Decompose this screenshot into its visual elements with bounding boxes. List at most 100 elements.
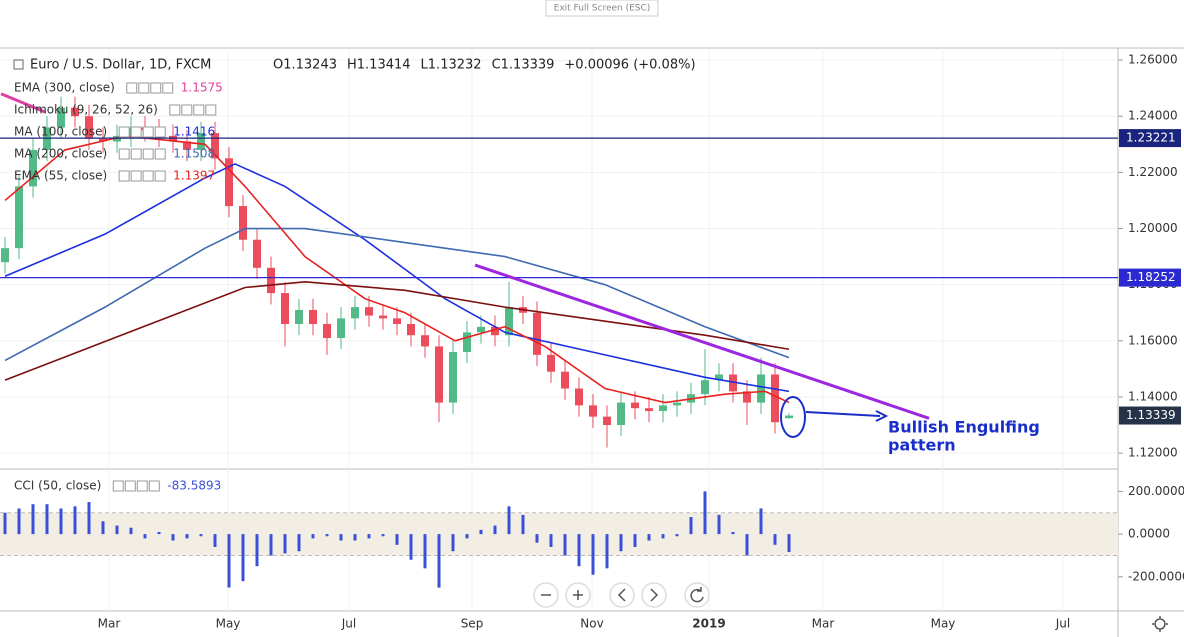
settings-icon-teeth bbox=[1152, 616, 1168, 632]
candle-body bbox=[547, 354, 555, 372]
cci-bar bbox=[213, 534, 217, 547]
candle-body bbox=[407, 323, 415, 336]
last-price-label: 1.13339 bbox=[1126, 408, 1176, 422]
candle-body bbox=[505, 307, 513, 336]
cci-bar bbox=[353, 534, 357, 541]
scroll-right[interactable] bbox=[641, 582, 667, 608]
candle-body bbox=[715, 374, 723, 381]
indicator-line bbox=[0, 92, 46, 114]
ohlc-label: +0.00096 (+0.08%) bbox=[564, 58, 695, 73]
y-tick-label: 1.20000 bbox=[1128, 221, 1178, 235]
cci-bar bbox=[311, 534, 315, 539]
candle-body bbox=[99, 138, 107, 142]
reset-icon bbox=[690, 587, 704, 603]
legend-name: Ichimoku (9, 26, 52, 26) bbox=[14, 103, 158, 117]
legend-icon bbox=[193, 104, 205, 116]
trendline bbox=[474, 263, 930, 420]
candle-body bbox=[1, 248, 9, 263]
cci-bar bbox=[143, 534, 147, 539]
cci-bar bbox=[255, 534, 259, 567]
collapse-button[interactable] bbox=[13, 59, 24, 70]
cci-bar bbox=[227, 534, 231, 588]
y-tick-label: 1.24000 bbox=[1128, 109, 1178, 123]
cci-bar bbox=[87, 502, 91, 535]
cci-bar bbox=[423, 534, 427, 569]
annotation: Bullish Engulfing bbox=[888, 418, 1040, 437]
price-label: 1.23221 bbox=[1126, 131, 1176, 145]
cci-bar bbox=[325, 534, 329, 537]
candle-body bbox=[197, 133, 205, 150]
candle-body bbox=[477, 326, 485, 333]
legend-icon bbox=[142, 126, 154, 138]
candle-body bbox=[491, 326, 499, 336]
settings-icon bbox=[1154, 618, 1166, 630]
cci-bar bbox=[283, 534, 287, 554]
y-tick-label: 1.12000 bbox=[1128, 446, 1178, 460]
cci-bar bbox=[465, 534, 469, 539]
cci-bar bbox=[577, 534, 581, 567]
reset-view[interactable] bbox=[684, 582, 710, 608]
ohlc-label: H1.13414 bbox=[347, 58, 411, 73]
cci-bar bbox=[31, 504, 35, 535]
exit-button-label[interactable]: Exit Full Screen (ESC) bbox=[554, 4, 651, 14]
scroll-left[interactable] bbox=[609, 582, 635, 608]
candle-body bbox=[393, 318, 401, 324]
indicator-line bbox=[4, 135, 790, 404]
cci-bar bbox=[269, 534, 273, 556]
legend-icon bbox=[130, 126, 142, 138]
candle-body bbox=[603, 416, 611, 426]
annotation-arrow bbox=[805, 411, 881, 417]
cci-bar bbox=[101, 521, 105, 535]
cci-bar bbox=[3, 512, 7, 535]
legend-icon bbox=[118, 148, 130, 160]
cci-bar bbox=[521, 514, 525, 535]
exit-button[interactable] bbox=[545, 0, 659, 17]
cci-bar bbox=[395, 534, 399, 545]
legend-icon bbox=[181, 104, 193, 116]
candle-body bbox=[57, 107, 65, 128]
x-tick-label: Mar bbox=[98, 617, 121, 631]
cci-bar bbox=[115, 525, 119, 535]
candle-body bbox=[631, 402, 639, 409]
candle-body bbox=[253, 239, 261, 268]
cci-bar bbox=[437, 534, 441, 588]
cci-bar bbox=[367, 534, 371, 539]
legend-icon bbox=[112, 480, 124, 492]
x-tick-label: Jul bbox=[1055, 617, 1070, 631]
indicator-line bbox=[4, 281, 790, 381]
candle-body bbox=[29, 149, 37, 187]
legend-icon bbox=[154, 126, 166, 138]
candle-body bbox=[15, 186, 23, 249]
ohlc-label: C1.13339 bbox=[492, 58, 555, 73]
zoom-controls bbox=[533, 582, 710, 608]
cci-value: -83.5893 bbox=[167, 479, 221, 493]
x-tick-label: May bbox=[931, 617, 956, 631]
ohlc-label: O1.13243 bbox=[273, 58, 337, 73]
candle-body bbox=[239, 206, 247, 240]
legend-value: 1.1508 bbox=[173, 147, 215, 161]
cci-bar bbox=[409, 534, 413, 560]
legend-icon bbox=[130, 148, 142, 160]
cci-bar bbox=[73, 506, 77, 535]
legend-icon bbox=[118, 126, 130, 138]
x-tick-label: May bbox=[216, 617, 241, 631]
zoom-in-icon bbox=[573, 590, 583, 600]
cci-bar bbox=[773, 534, 777, 545]
candle-body bbox=[365, 307, 373, 316]
candle-body bbox=[309, 309, 317, 324]
cci-bar bbox=[563, 534, 567, 556]
legend-icon bbox=[118, 170, 130, 182]
legend-icon bbox=[148, 480, 160, 492]
candle-body bbox=[575, 388, 583, 406]
candle-body bbox=[85, 116, 93, 139]
candle-body bbox=[771, 374, 779, 423]
cci-bar bbox=[619, 534, 623, 552]
cci-bar bbox=[45, 504, 49, 535]
settings-button[interactable] bbox=[1152, 616, 1168, 632]
candle-body bbox=[659, 405, 667, 412]
legend-value: 1.1416 bbox=[173, 125, 215, 139]
candle-body bbox=[351, 307, 359, 319]
x-tick-label: Nov bbox=[580, 617, 603, 631]
cci-bar bbox=[745, 534, 749, 556]
cci-bar bbox=[339, 534, 343, 541]
